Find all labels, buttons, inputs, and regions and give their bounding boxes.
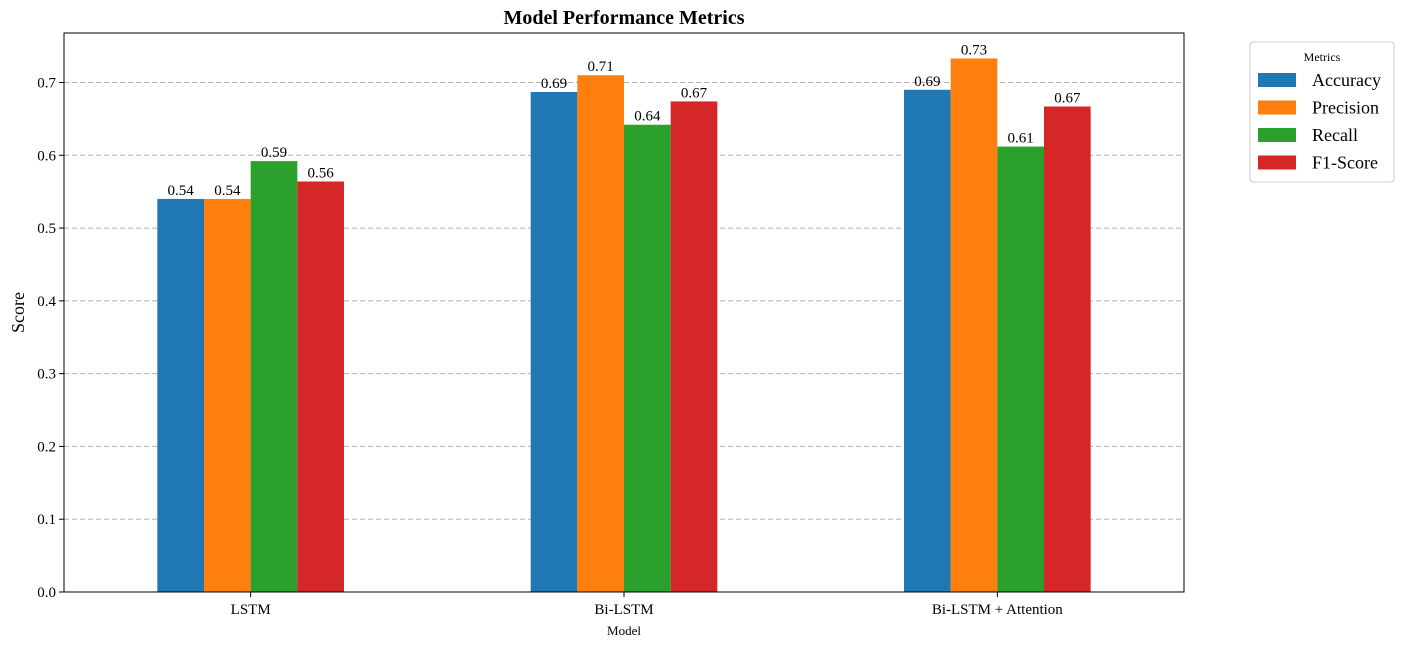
legend-swatch: [1258, 155, 1296, 170]
legend-label: Accuracy: [1312, 70, 1381, 90]
legend-swatch: [1258, 73, 1296, 87]
x-tick-label: Bi-LSTM + Attention: [932, 602, 1063, 618]
x-axis-title: Model: [607, 623, 641, 638]
legend-swatch: [1258, 128, 1296, 142]
legend-label: Precision: [1312, 98, 1379, 118]
data-labels: 0.54 0.54 0.59 0.56 0.69 0.71 0.64 0.67 0.69 0.73…: [168, 42, 1081, 198]
x-axis: LSTM Bi-LSTM Bi-LSTM + Attention: [231, 592, 1063, 618]
data-label: 0.73: [961, 42, 987, 58]
chart-title: Model Performance Metrics: [504, 7, 745, 29]
bar: [577, 75, 624, 593]
bar: [950, 58, 998, 592]
y-tick-label: 0.6: [37, 148, 56, 164]
y-tick-label: 0.7: [37, 75, 56, 91]
legend-swatch: [1258, 100, 1296, 115]
legend-label: F1-Score: [1312, 153, 1378, 173]
data-label: 0.69: [541, 76, 567, 92]
data-label: 0.54: [214, 183, 241, 199]
legend-label: Recall: [1312, 125, 1358, 145]
bars: [157, 58, 1091, 593]
bar: [250, 161, 298, 592]
data-label: 0.59: [261, 145, 287, 161]
y-tick-label: 0.4: [37, 294, 56, 310]
data-label: 0.64: [634, 109, 661, 125]
y-axis: 0.0 0.1 0.2 0.3 0.4 0.5 0.6 0.7: [37, 75, 64, 601]
bar: [157, 198, 204, 592]
bar: [297, 181, 344, 592]
y-tick-label: 0.3: [37, 367, 56, 383]
data-label: 0.67: [1054, 91, 1081, 107]
bar: [624, 124, 671, 592]
x-tick-label: Bi-LSTM: [594, 602, 653, 618]
bar: [1044, 106, 1091, 593]
bar: [204, 198, 251, 592]
bar: [530, 91, 578, 592]
data-label: 0.54: [168, 183, 195, 199]
bar: [670, 101, 718, 592]
x-tick-label: LSTM: [231, 602, 271, 618]
y-axis-title: Score: [8, 292, 28, 333]
bar: [904, 89, 951, 592]
data-label: 0.61: [1008, 131, 1034, 147]
data-label: 0.71: [588, 59, 614, 75]
data-label: 0.69: [914, 74, 940, 90]
bar: [997, 146, 1044, 592]
data-label: 0.56: [308, 165, 335, 181]
legend: Metrics Accuracy Precision Recall F1-Score: [1249, 41, 1395, 183]
y-tick-label: 0.2: [37, 439, 56, 455]
data-label: 0.67: [681, 85, 708, 101]
legend-title: Metrics: [1304, 50, 1341, 64]
y-tick-label: 0.0: [37, 585, 56, 601]
y-tick-label: 0.1: [37, 512, 56, 528]
y-tick-label: 0.5: [37, 221, 56, 237]
